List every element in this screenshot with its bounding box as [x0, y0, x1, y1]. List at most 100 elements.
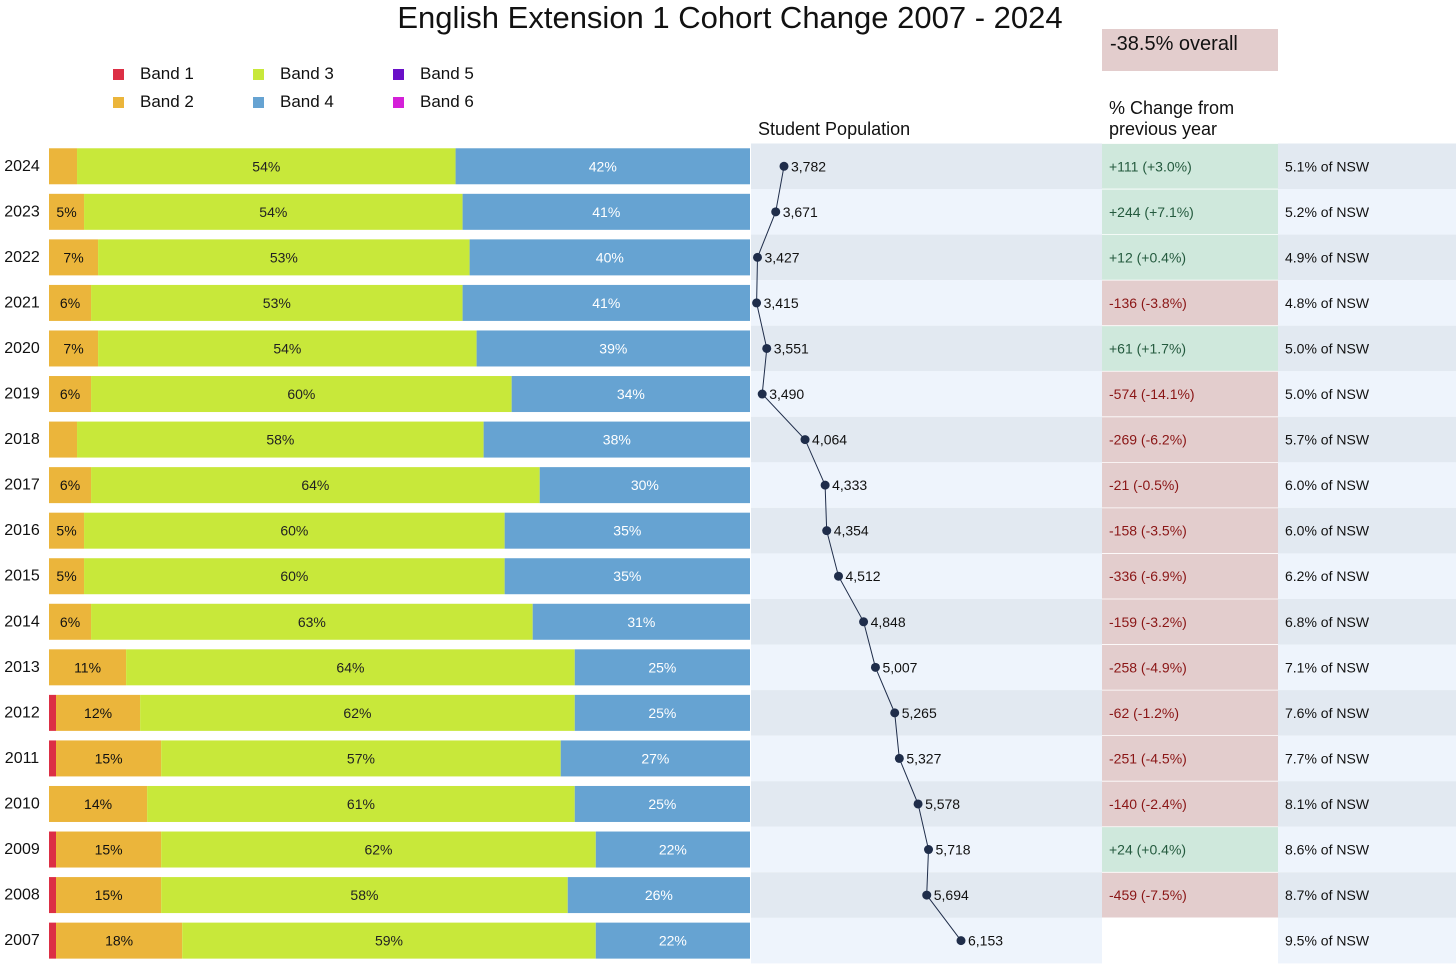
change-label: +244 (+7.1%)	[1109, 204, 1194, 220]
nsw-share-label: 6.0% of NSW	[1285, 523, 1370, 539]
population-point	[890, 708, 900, 718]
population-point	[771, 207, 781, 217]
bar-segment-band-3	[98, 239, 470, 276]
change-cell-bg	[1102, 690, 1278, 736]
bar-segment-band-4	[469, 239, 750, 276]
bar-label-band-4: 35%	[613, 523, 641, 539]
change-label: -574 (-14.1%)	[1109, 386, 1195, 402]
bar-label-band-2: 12%	[84, 705, 112, 721]
nsw-cell-bg	[1278, 599, 1456, 645]
bar-segment-band-2	[49, 785, 148, 822]
change-label: -140 (-2.4%)	[1109, 796, 1187, 812]
change-cell-bg	[1102, 781, 1278, 827]
bar-segment-band-3	[182, 922, 596, 959]
population-point	[779, 161, 789, 171]
year-label: 2008	[4, 887, 40, 904]
bar-segment-band-2	[49, 193, 85, 230]
bar-label-band-4: 25%	[648, 659, 676, 675]
year-label: 2017	[4, 477, 40, 494]
nsw-share-label: 6.0% of NSW	[1285, 477, 1370, 493]
bar-label-band-4: 22%	[659, 933, 687, 949]
bar-label-band-3: 60%	[280, 568, 308, 584]
nsw-cell-bg	[1278, 553, 1456, 599]
bar-segment-band-4	[532, 603, 750, 640]
change-label: +12 (+0.4%)	[1109, 249, 1186, 265]
change-label: -251 (-4.5%)	[1109, 750, 1187, 766]
bar-label-band-4: 22%	[659, 842, 687, 858]
bar-segment-band-3	[84, 512, 505, 549]
change-cell-bg	[1102, 735, 1278, 782]
nsw-share-label: 8.1% of NSW	[1285, 796, 1370, 812]
population-point	[800, 435, 810, 445]
bar-segment-band-4	[595, 922, 750, 959]
population-label: 3,490	[769, 386, 804, 402]
population-label: 3,551	[774, 340, 809, 356]
nsw-share-label: 5.7% of NSW	[1285, 432, 1370, 448]
change-header-line1: % Change from	[1109, 98, 1235, 118]
bar-label-band-4: 25%	[648, 796, 676, 812]
population-label: 4,333	[832, 477, 867, 493]
year-label: 2022	[4, 249, 40, 266]
bar-segment-band-2	[56, 831, 162, 868]
year-label: 2015	[4, 568, 40, 585]
bar-segment-band-4	[560, 740, 750, 777]
bar-segment-band-3	[126, 649, 575, 686]
bar-segment-band-2	[56, 740, 162, 777]
nsw-cell-bg	[1278, 143, 1456, 190]
bar-segment-band-3	[140, 694, 575, 731]
population-point	[822, 526, 832, 536]
bar-label-band-4: 42%	[589, 158, 617, 174]
nsw-share-label: 5.0% of NSW	[1285, 340, 1370, 356]
population-cell-bg	[751, 143, 1102, 190]
population-point	[922, 890, 932, 900]
bar-label-band-3: 58%	[266, 432, 294, 448]
nsw-cell-bg	[1278, 826, 1456, 873]
legend-label: Band 6	[420, 92, 474, 111]
legend-item-band-1: Band 1	[113, 64, 194, 84]
population-label: 3,427	[764, 249, 799, 265]
population-cell-bg	[751, 507, 1102, 554]
bar-label-band-3: 60%	[280, 523, 308, 539]
population-point	[913, 799, 923, 809]
year-label: 2013	[4, 659, 40, 676]
change-label: -336 (-6.9%)	[1109, 568, 1187, 584]
year-label: 2016	[4, 522, 40, 539]
nsw-cell-bg	[1278, 872, 1456, 918]
year-label: 2019	[4, 386, 40, 403]
legend-item-band-3: Band 3	[253, 64, 334, 84]
population-label: 3,782	[791, 158, 826, 174]
bar-segment-band-3	[161, 740, 561, 777]
change-cell-bg	[1102, 189, 1278, 235]
nsw-share-label: 5.1% of NSW	[1285, 158, 1370, 174]
population-cell-bg	[751, 917, 1102, 964]
nsw-share-label: 4.8% of NSW	[1285, 295, 1370, 311]
bar-label-band-3: 58%	[350, 887, 378, 903]
bar-segment-band-4	[511, 376, 750, 413]
bar-label-band-3: 64%	[336, 659, 364, 675]
bar-segment-band-3	[77, 148, 456, 185]
bar-segment-band-4	[504, 558, 750, 595]
population-label: 5,007	[882, 659, 917, 675]
bar-label-band-4: 41%	[592, 295, 620, 311]
bar-label-band-2: 6%	[60, 477, 80, 493]
change-label: -158 (-3.5%)	[1109, 523, 1187, 539]
bar-segment-band-3	[84, 193, 463, 230]
bar-label-band-3: 59%	[375, 933, 403, 949]
population-label: 3,415	[764, 295, 799, 311]
population-label: 5,578	[925, 796, 960, 812]
nsw-share-label: 9.5% of NSW	[1285, 933, 1370, 949]
nsw-cell-bg	[1278, 325, 1456, 372]
nsw-share-label: 7.7% of NSW	[1285, 750, 1370, 766]
bar-segment-band-2	[49, 284, 92, 321]
nsw-share-label: 5.0% of NSW	[1285, 386, 1370, 402]
legend-item-band-6: Band 6	[393, 92, 474, 112]
population-label: 4,512	[845, 568, 880, 584]
legend-item-band-4: Band 4	[253, 92, 334, 112]
bar-segment-band-1	[49, 740, 57, 777]
bar-label-band-3: 57%	[347, 750, 375, 766]
population-point	[752, 298, 762, 308]
bar-label-band-2: 11%	[74, 659, 101, 675]
population-line	[756, 166, 962, 941]
bar-segment-band-4	[476, 330, 750, 367]
change-header: % Change from previous year	[1109, 98, 1234, 140]
